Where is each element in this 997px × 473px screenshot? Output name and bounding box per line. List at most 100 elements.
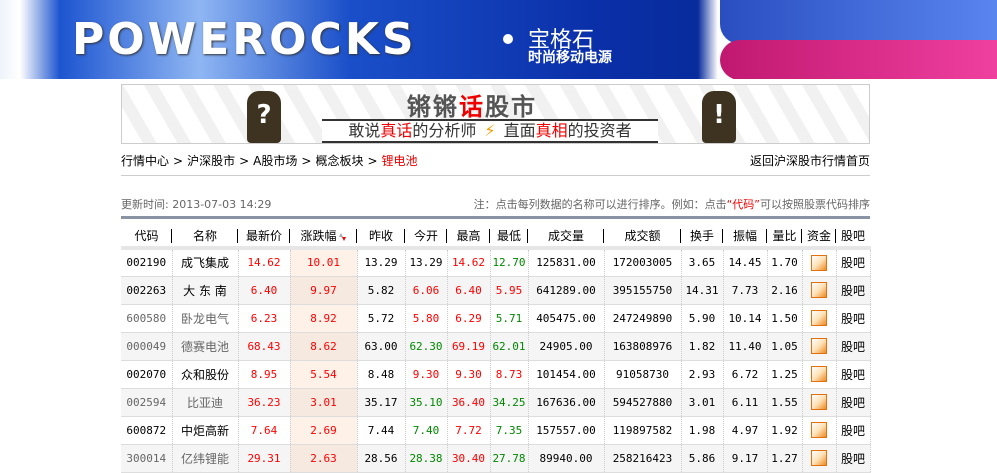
column-header-high[interactable]: 最高: [447, 224, 490, 250]
cell-name[interactable]: 成飞集成: [172, 248, 239, 277]
cell-open: 28.38: [405, 444, 448, 473]
cell-code[interactable]: 600580: [121, 304, 173, 333]
cell-name[interactable]: 德赛电池: [172, 332, 239, 361]
stock-talk-ad[interactable]: ? ! 锵锵话股市 敢说真话的分析师 ⚡ 直面真相的投资者: [121, 84, 870, 144]
column-header-price[interactable]: 最新价: [238, 224, 290, 250]
cell-fund: [802, 332, 837, 361]
guba-link[interactable]: 股吧: [836, 332, 871, 361]
column-header-name[interactable]: 名称: [172, 224, 238, 250]
cell-price: 6.23: [238, 304, 291, 333]
cell-low: 12.70: [490, 248, 529, 277]
guba-link[interactable]: 股吧: [836, 416, 871, 445]
cell-low: 5.71: [490, 304, 529, 333]
lightning-icon: ⚡: [484, 121, 496, 140]
note-pre: 注：点击每列数据的名称可以进行排序。例如：点击: [473, 198, 727, 211]
cell-name[interactable]: 大 东 南: [172, 276, 239, 305]
column-header-change[interactable]: 涨跌幅: [290, 224, 357, 250]
cell-code[interactable]: 002263: [121, 276, 173, 305]
fund-chart-icon[interactable]: [811, 450, 827, 466]
fund-chart-icon[interactable]: [811, 282, 827, 298]
cell-volume: 89940.00: [528, 444, 605, 473]
fund-chart-icon[interactable]: [811, 394, 827, 410]
fund-chart-icon[interactable]: [811, 338, 827, 354]
fund-chart-icon[interactable]: [811, 254, 827, 271]
column-header-guba[interactable]: 股吧: [836, 224, 870, 250]
cell-price: 8.95: [238, 360, 291, 389]
fund-chart-icon[interactable]: [811, 310, 827, 326]
cell-low: 62.01: [490, 332, 529, 361]
breadcrumb-a-shares[interactable]: A股市场: [253, 154, 298, 168]
column-header-amplitude[interactable]: 振幅: [723, 224, 767, 250]
guba-link[interactable]: 股吧: [836, 388, 871, 417]
cell-fund: [802, 248, 837, 277]
column-header-amount[interactable]: 成交额: [604, 224, 681, 250]
back-to-home-link[interactable]: 返回沪深股市行情首页: [749, 154, 870, 168]
breadcrumb-market-center[interactable]: 行情中心: [121, 154, 170, 168]
cell-high: 69.19: [447, 332, 491, 361]
guba-link[interactable]: 股吧: [836, 304, 871, 333]
cell-code[interactable]: 002190: [121, 248, 173, 277]
cell-fund: [802, 416, 837, 445]
cell-code[interactable]: 000049: [121, 332, 173, 361]
cell-name[interactable]: 亿纬锂能: [172, 444, 239, 473]
cell-open: 13.29: [405, 248, 448, 277]
column-header-volume[interactable]: 成交量: [528, 224, 604, 250]
guba-link[interactable]: 股吧: [836, 276, 871, 305]
cell-amplitude: 14.45: [723, 248, 768, 277]
column-header-turnover[interactable]: 换手: [681, 224, 723, 250]
column-divider: [237, 229, 238, 243]
column-divider: [801, 229, 802, 243]
column-divider: [289, 229, 290, 243]
fund-chart-icon[interactable]: [811, 366, 827, 382]
column-header-prev-close[interactable]: 昨收: [357, 224, 405, 250]
ad-title-a: 锵锵: [407, 93, 459, 121]
breadcrumb-separator: >: [173, 154, 184, 168]
column-divider: [722, 229, 723, 243]
guba-link[interactable]: 股吧: [836, 444, 871, 473]
cell-prev-close: 7.44: [357, 416, 406, 445]
cell-open: 6.06: [405, 276, 448, 305]
column-divider: [171, 229, 172, 243]
column-label: 量比: [772, 228, 797, 243]
cell-volume: 405475.00: [528, 304, 605, 333]
cell-name[interactable]: 卧龙电气: [172, 304, 239, 333]
column-header-fund[interactable]: 资金: [802, 224, 836, 250]
column-header-low[interactable]: 最低: [490, 224, 528, 250]
ad-line-d: 直面: [503, 121, 536, 140]
cell-open: 7.40: [405, 416, 448, 445]
column-label: 最新价: [245, 228, 282, 243]
cell-code[interactable]: 600872: [121, 416, 173, 445]
cell-change: 2.69: [290, 416, 358, 445]
cell-turnover: 1.82: [681, 332, 724, 361]
cell-code[interactable]: 002070: [121, 360, 173, 389]
ad-tagline: 敢说真话的分析师 ⚡ 直面真相的投资者: [322, 119, 658, 143]
column-header-volume-ratio[interactable]: 量比: [767, 224, 802, 250]
cell-price: 14.62: [238, 248, 291, 277]
powerocks-banner-ad[interactable]: POWEROCKS 宝格石 时尚移动电源: [0, 0, 997, 79]
cell-fund: [802, 276, 837, 305]
banner-brand-cn: 宝格石: [528, 28, 595, 53]
cell-name[interactable]: 中炬高新: [172, 416, 239, 445]
column-divider: [404, 229, 405, 243]
cell-volume: 125831.00: [528, 248, 605, 277]
product-image-pink: [720, 40, 997, 79]
guba-link[interactable]: 股吧: [836, 360, 871, 389]
cell-volume: 24905.00: [528, 332, 605, 361]
cell-volume-ratio: 1.92: [767, 416, 803, 445]
guba-link[interactable]: 股吧: [836, 248, 871, 277]
cell-name[interactable]: 众和股份: [172, 360, 239, 389]
cell-volume-ratio: 2.16: [767, 276, 803, 305]
breadcrumb-sh-sz[interactable]: 沪深股市: [187, 154, 236, 168]
column-header-open[interactable]: 今开: [405, 224, 447, 250]
cell-volume-ratio: 1.05: [767, 332, 803, 361]
cell-turnover: 3.01: [681, 388, 724, 417]
cell-code[interactable]: 002594: [121, 388, 173, 417]
breadcrumb-concept[interactable]: 概念板块: [315, 154, 364, 168]
cell-turnover: 5.90: [681, 304, 724, 333]
cell-name[interactable]: 比亚迪: [172, 388, 239, 417]
column-header-code[interactable]: 代码: [121, 224, 172, 250]
fund-chart-icon[interactable]: [811, 422, 827, 438]
sort-desc-icon[interactable]: [337, 231, 347, 241]
cell-code[interactable]: 300014: [121, 444, 173, 473]
cell-fund: [802, 388, 837, 417]
